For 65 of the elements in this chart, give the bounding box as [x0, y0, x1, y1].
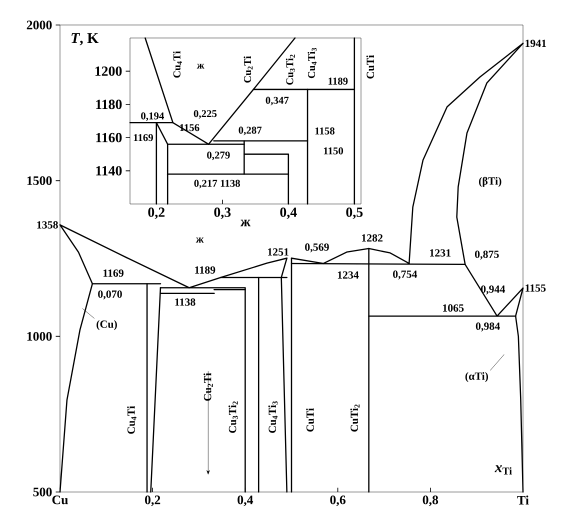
annotation: 1189 [328, 78, 348, 85]
y-tick-label: 1000 [27, 332, 52, 341]
annotation: CuTi [366, 55, 374, 79]
annotation: 1156 [180, 124, 200, 132]
annotation: 0,875 [474, 250, 499, 260]
x-tick-label: 0,2 [148, 208, 165, 219]
y-tick-label: 1500 [27, 176, 52, 186]
annotation: Cu$_{4}$Ti$_{3}$ [268, 401, 278, 433]
annotation: 1169 [103, 269, 124, 277]
x-tick-label: 0,4 [280, 208, 297, 219]
annotation: 1251 [268, 248, 288, 256]
annotation: 0,754 [393, 270, 418, 280]
annotation: Cu$_{2}$Ti [204, 373, 213, 401]
annotation: 0,070 [98, 290, 122, 300]
annotation: ж [196, 238, 204, 243]
y-axis-title: T, K [72, 33, 99, 46]
annotation: 0,217 1138 [194, 180, 240, 188]
annotation: 0,287 [238, 126, 262, 136]
y-tick-label: 2000 [26, 20, 52, 30]
annotation: 1282 [362, 234, 383, 242]
x-tick-label: 0,4 [238, 496, 254, 506]
x-axis-title: x$_{Ti}$ [494, 465, 512, 474]
x-axis-title: ж [240, 220, 251, 226]
y-tick-label: 500 [33, 488, 52, 496]
annotation: 1234 [338, 271, 359, 279]
annotation: 1941 [526, 40, 546, 48]
annotation: 1189 [195, 266, 216, 274]
annotation: 0,225 [194, 110, 217, 119]
annotation: 1169 [134, 134, 153, 142]
annotation: 0,279 [207, 152, 230, 160]
x-tick-label: 0,2 [145, 496, 160, 506]
annotation: Cu$_{4}$Ti$_{3}$ [308, 48, 317, 78]
annotation: 1065 [443, 304, 464, 312]
annotation: (Cu) [96, 320, 117, 330]
x-tick-label: Cu [52, 496, 68, 504]
y-tick-label: 1160 [96, 132, 122, 142]
y-tick-label: 1180 [96, 100, 122, 110]
x-tick-label: 0,8 [422, 496, 438, 506]
annotation: Cu$_{4}$Ti [127, 406, 136, 434]
annotation: 1155 [526, 284, 546, 292]
annotation: Cu$_{2}$Ti [244, 56, 253, 83]
x-tick-label: 0,5 [346, 208, 363, 219]
x-tick-label: 0,3 [214, 208, 231, 219]
annotation: ж [196, 64, 204, 69]
annotation: (βTi) [479, 176, 502, 187]
annotation: 0,984 [476, 322, 500, 332]
annotation: CuTi [306, 408, 314, 432]
annotation: Cu$_{3}$Ti$_{2}$ [286, 54, 295, 85]
annotation: 1158 [315, 127, 335, 134]
annotation: (αTi) [465, 372, 488, 382]
annotation: Cu$_{3}$Ti$_{2}$ [228, 401, 238, 433]
x-tick-label: Ti [517, 496, 529, 505]
annotation: CuTi$_{2}$ [350, 404, 360, 432]
y-tick-label: 1200 [95, 66, 122, 76]
annotation: 1150 [324, 147, 344, 154]
x-tick-label: 0,6 [330, 496, 346, 506]
annotation: 1358 [37, 221, 58, 229]
y-tick-label: 1140 [96, 166, 122, 176]
annotation: 1231 [430, 249, 451, 257]
annotation: 0,944 [481, 285, 506, 294]
annotation: 1138 [175, 298, 196, 306]
annotation: 0,194 [141, 112, 164, 121]
annotation: 0,347 [266, 96, 289, 106]
annotation: 0,569 [305, 243, 329, 252]
annotation: Cu$_{4}$Ti [173, 51, 182, 78]
